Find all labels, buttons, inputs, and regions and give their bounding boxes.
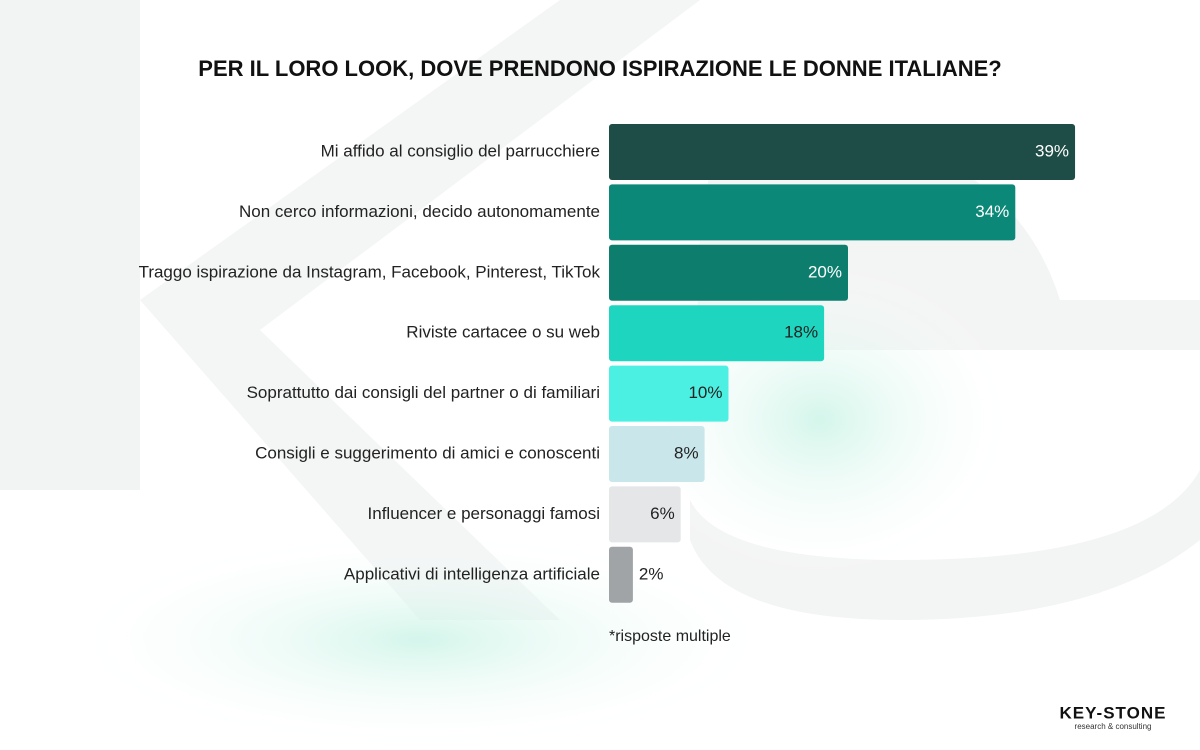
category-label: Soprattutto dai consigli del partner o d… [247,383,600,402]
bar [609,124,1076,180]
bar [609,244,848,301]
watermark [690,470,1200,620]
value-label: 6% [650,504,675,523]
value-label: 2% [639,564,664,583]
category-label: Consigli e suggerimento di amici e conos… [255,443,600,462]
bar [609,365,729,422]
footnote: *risposte multiple [609,628,731,645]
bar [609,426,705,482]
category-label: Riviste cartacee o su web [406,323,600,342]
value-label: 34% [975,202,1009,221]
value-label: 10% [688,383,722,402]
bar [609,546,633,603]
bar [609,486,681,543]
watermark [140,0,700,620]
category-label: Traggo ispirazione da Instagram, Faceboo… [139,262,601,281]
value-label: 20% [808,262,842,281]
category-label: Influencer e personaggi famosi [368,504,600,523]
value-label: 18% [784,323,818,342]
bar [609,184,1016,241]
value-label: 39% [1035,141,1069,160]
category-label: Mi affido al consiglio del parrucchiere [321,141,600,160]
category-label: Non cerco informazioni, decido autonomam… [239,202,600,221]
logo: KEY-STONE [1060,703,1167,722]
bar [609,305,825,362]
value-label: 8% [674,443,699,462]
logo-tagline: research & consulting [1075,722,1152,731]
category-label: Applicativi di intelligenza artificiale [344,564,600,583]
chart-title: PER IL LORO LOOK, DOVE PRENDONO ISPIRAZI… [198,56,1001,81]
glow [60,530,780,750]
watermark [0,0,140,490]
